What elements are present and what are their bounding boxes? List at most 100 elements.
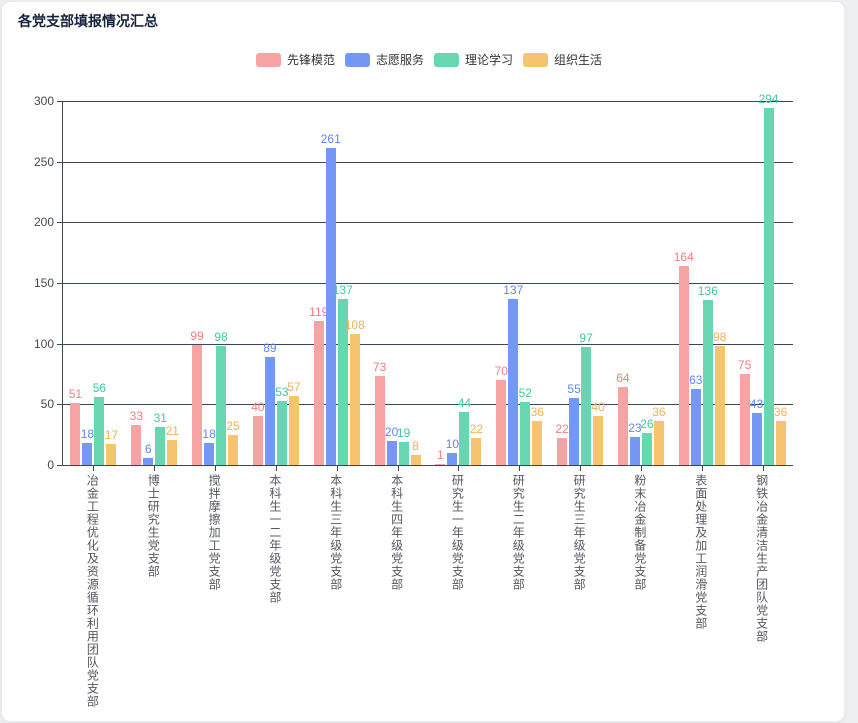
bar-value-label: 53 <box>275 384 289 399</box>
y-gridline <box>63 283 793 284</box>
bar-组织生活[interactable] <box>653 421 664 465</box>
bar-志愿服务[interactable] <box>751 412 762 465</box>
legend-item-先锋模范[interactable]: 先锋模范 <box>255 53 335 67</box>
bar-组织生活[interactable] <box>714 346 725 465</box>
bar-理论学习[interactable] <box>459 411 470 465</box>
bar-理论学习[interactable] <box>398 441 409 465</box>
bar-value-label: 97 <box>579 331 593 346</box>
bar-志愿服务[interactable] <box>204 443 215 465</box>
bar-value-label: 20 <box>384 424 399 439</box>
x-axis-line <box>62 465 793 466</box>
bar-组织生活[interactable] <box>288 395 299 465</box>
x-axis-tick <box>275 466 277 471</box>
bar-value-label: 31 <box>153 411 167 426</box>
x-axis-category-label: 粉末冶金制备党支部 <box>632 474 647 591</box>
y-axis-tick <box>57 101 62 102</box>
x-axis-tick <box>397 466 399 471</box>
bar-先锋模范[interactable] <box>739 374 750 465</box>
bar-组织生活[interactable] <box>349 333 360 465</box>
bar-理论学习[interactable] <box>641 433 652 465</box>
x-axis-tick <box>580 466 582 471</box>
bar-理论学习[interactable] <box>520 401 531 465</box>
bar-先锋模范[interactable] <box>252 416 263 465</box>
bar-理论学习[interactable] <box>216 346 227 465</box>
bar-value-label: 1 <box>437 447 444 462</box>
y-axis-tick-label: 200 <box>33 215 54 230</box>
bar-value-label: 36 <box>652 405 666 420</box>
bar-先锋模范[interactable] <box>435 463 446 465</box>
bar-志愿服务[interactable] <box>264 357 275 465</box>
legend-item-志愿服务[interactable]: 志愿服务 <box>344 53 424 67</box>
x-axis-category-label: 博士研究生党支部 <box>146 474 161 578</box>
bar-value-label: 18 <box>80 427 95 442</box>
legend-swatch-icon <box>344 53 370 67</box>
bar-value-label: 137 <box>503 282 524 297</box>
bar-理论学习[interactable] <box>702 299 713 465</box>
bar-value-label: 70 <box>494 364 508 379</box>
bar-理论学习[interactable] <box>763 108 774 465</box>
x-axis-category-label: 本科生一二年级党支部 <box>267 474 282 604</box>
bar-志愿服务[interactable] <box>508 298 519 465</box>
y-gridline <box>63 404 793 406</box>
bar-组织生活[interactable] <box>167 439 178 465</box>
bar-理论学习[interactable] <box>155 427 166 465</box>
y-axis-tick-label: 0 <box>47 458 54 472</box>
bar-先锋模范[interactable] <box>617 387 628 465</box>
x-axis-tick <box>701 466 703 471</box>
bar-组织生活[interactable] <box>471 438 482 465</box>
bar-志愿服务[interactable] <box>629 437 640 465</box>
bar-先锋模范[interactable] <box>374 376 385 465</box>
bar-value-label: 44 <box>457 395 472 410</box>
x-axis-category-label: 本科生四年级党支部 <box>389 474 404 591</box>
bar-理论学习[interactable] <box>276 400 287 465</box>
x-axis-tick <box>762 466 764 471</box>
bar-组织生活[interactable] <box>228 434 239 465</box>
bar-value-label: 98 <box>713 330 727 345</box>
y-axis-tick <box>57 283 62 284</box>
y-axis-tick <box>57 161 62 163</box>
bar-组织生活[interactable] <box>106 444 117 465</box>
bar-组织生活[interactable] <box>410 455 421 465</box>
bar-value-label: 36 <box>530 405 544 420</box>
bar-理论学习[interactable] <box>581 347 592 465</box>
bar-先锋模范[interactable] <box>70 403 81 465</box>
bar-先锋模范[interactable] <box>678 266 689 465</box>
bar-志愿服务[interactable] <box>82 443 93 465</box>
bar-志愿服务[interactable] <box>447 452 458 465</box>
bar-组织生活[interactable] <box>532 421 543 465</box>
bar-value-label: 18 <box>202 427 216 442</box>
bar-先锋模范[interactable] <box>131 424 142 465</box>
bar-chart-plot-area: 0 50 100 150 200 250 300 51 18 56 17 33 6 31 21 99 18 98 2… <box>34 92 793 472</box>
bar-value-label: 108 <box>344 317 365 332</box>
bar-先锋模范[interactable] <box>192 344 203 465</box>
legend-swatch-icon <box>434 53 459 67</box>
chart-title: 各党支部填报情况汇总 <box>18 13 158 29</box>
bar-value-label: 164 <box>673 250 694 264</box>
bar-先锋模范[interactable] <box>313 320 324 465</box>
bar-志愿服务[interactable] <box>569 398 580 465</box>
x-axis-category-label: 研究生一年级党支部 <box>450 474 465 591</box>
bar-value-label: 294 <box>758 92 779 107</box>
bar-组织生活[interactable] <box>775 421 786 465</box>
bar-value-label: 40 <box>251 400 265 415</box>
bar-理论学习[interactable] <box>94 397 105 465</box>
bar-志愿服务[interactable] <box>143 457 154 465</box>
legend-item-组织生活[interactable]: 组织生活 <box>523 53 602 67</box>
bar-志愿服务[interactable] <box>690 388 701 465</box>
bar-志愿服务[interactable] <box>325 148 336 465</box>
bar-value-label: 10 <box>445 436 460 451</box>
legend-item-label: 先锋模范 <box>286 53 335 67</box>
x-axis-tick <box>458 466 460 471</box>
bar-先锋模范[interactable] <box>557 438 568 465</box>
bar-志愿服务[interactable] <box>386 440 397 465</box>
y-axis-tick <box>57 343 62 345</box>
bar-组织生活[interactable] <box>593 416 604 465</box>
bar-value-label: 75 <box>737 358 752 372</box>
y-axis-tick-label: 50 <box>40 397 54 412</box>
bar-value-label: 89 <box>263 341 277 355</box>
y-axis-tick <box>57 465 62 466</box>
bar-先锋模范[interactable] <box>496 380 507 465</box>
bar-value-label: 136 <box>697 283 718 298</box>
legend-item-理论学习[interactable]: 理论学习 <box>434 53 513 67</box>
bar-理论学习[interactable] <box>337 298 348 465</box>
